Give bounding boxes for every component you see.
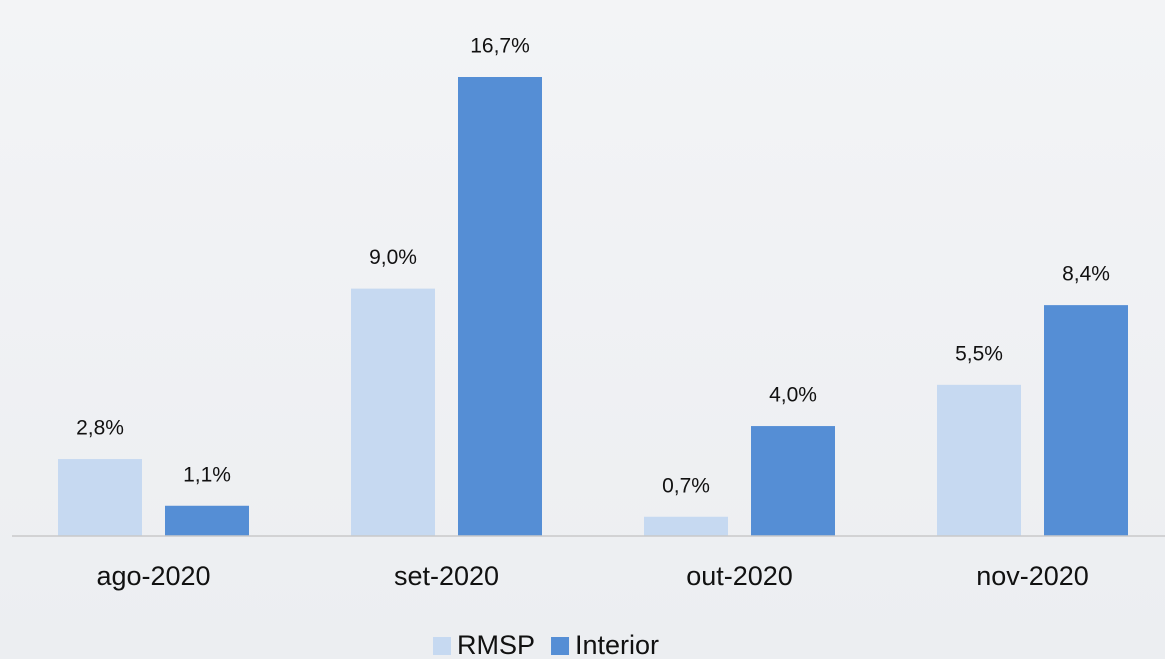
value-label: 5,5% (955, 342, 1003, 365)
value-label: 16,7% (470, 35, 530, 58)
x-tick-label: set-2020 (394, 561, 499, 591)
legend-label: Interior (575, 630, 659, 659)
value-label: 2,8% (76, 417, 124, 440)
legend-label: RMSP (457, 630, 535, 659)
value-label: 1,1% (183, 463, 231, 486)
value-label: 4,0% (769, 384, 817, 407)
bar (644, 516, 728, 536)
bar (1044, 305, 1128, 536)
value-label: 9,0% (369, 246, 417, 269)
bar (458, 77, 542, 536)
bar (751, 426, 835, 536)
bar (165, 505, 249, 536)
legend-swatch (433, 637, 451, 655)
bar (351, 288, 435, 536)
legend-swatch (551, 637, 570, 655)
x-tick-label: nov-2020 (976, 561, 1089, 591)
x-tick-label: ago-2020 (96, 561, 210, 591)
bar (58, 459, 142, 536)
x-tick-label: out-2020 (686, 561, 793, 591)
value-label: 0,7% (662, 474, 710, 497)
bar (937, 384, 1021, 536)
value-label: 8,4% (1062, 263, 1110, 286)
